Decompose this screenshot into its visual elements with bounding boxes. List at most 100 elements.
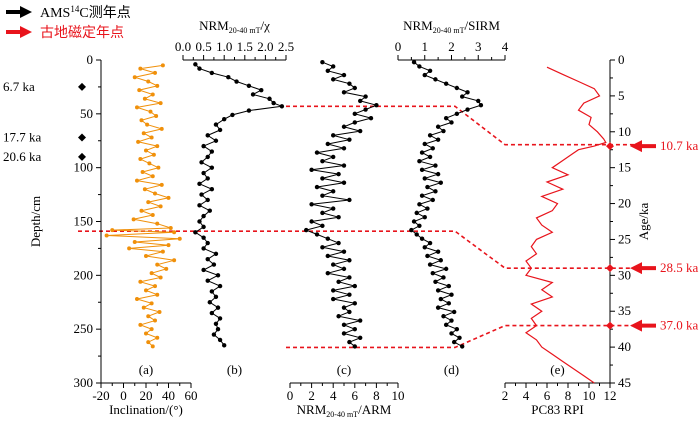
panel-d-data-point xyxy=(443,266,449,272)
panel-c-data-point xyxy=(336,171,341,177)
panel-c-data-point xyxy=(325,236,330,241)
panel-d-data-point xyxy=(430,146,435,151)
panel-b-data-point xyxy=(201,235,206,240)
tie-line xyxy=(286,105,640,146)
panel-b-tick-label: 0.0 xyxy=(175,39,191,54)
panel-d-data-point xyxy=(427,68,433,73)
panel-c-tick-label: 6 xyxy=(352,388,359,403)
panel-c-data-point xyxy=(341,305,347,310)
panel-c-data-point xyxy=(341,124,347,129)
depth-tick-label: 50 xyxy=(80,106,93,121)
panel-d-data-point xyxy=(419,167,425,173)
panel-d-tick-label: 0 xyxy=(395,39,402,54)
panel-b-axis-label: NRM20-40 mT/χ xyxy=(199,18,270,35)
panel-c-data-point xyxy=(352,85,357,91)
panel-d-tick-label: 3 xyxy=(475,39,482,54)
panel-b-data-point xyxy=(193,62,198,67)
panel-c-label: (c) xyxy=(337,362,351,377)
panel-d-data-point xyxy=(422,245,427,250)
panel-d-data-point xyxy=(476,98,481,104)
panel-c-data-point xyxy=(352,111,357,117)
depth-tick-label: 0 xyxy=(87,52,94,67)
panel-b-data-point xyxy=(205,133,210,138)
pmag-point-label: 10.7 ka xyxy=(660,138,699,153)
panel-c-data-point xyxy=(325,141,330,147)
panel-a-data-point xyxy=(141,305,146,310)
panel-b-data-point xyxy=(207,300,212,305)
age-tick-label: 35 xyxy=(618,303,631,318)
panel-d-data-point xyxy=(435,137,441,142)
panel-a-data-point xyxy=(149,135,154,140)
panel-c-axis-label: NRM20-40 mT/ARM xyxy=(297,402,392,419)
tie-line xyxy=(78,230,640,269)
panel-e-series-line xyxy=(524,66,607,384)
panel-a-data-point xyxy=(138,322,143,327)
panel-c-data-point xyxy=(331,262,336,267)
panel-d-label: (d) xyxy=(444,362,459,377)
panel-a-data-point xyxy=(151,152,156,157)
panel-b-data-point xyxy=(199,192,204,197)
age-tick-label: 5 xyxy=(618,88,625,103)
panel-c-data-point xyxy=(341,180,347,185)
panel-a-data-point xyxy=(146,314,151,319)
panel-c-data-point xyxy=(347,309,352,315)
panel-d-data-point xyxy=(411,59,417,65)
legend-pmag-label: 古地磁定年点 xyxy=(40,25,124,41)
panel-b-data-point xyxy=(205,176,210,181)
panel-a-data-point xyxy=(160,63,165,68)
panel-b-data-point xyxy=(209,310,215,316)
panel-e-tick-label: 4 xyxy=(523,388,530,403)
panel-a-data-point xyxy=(158,204,163,209)
panel-d-data-point xyxy=(454,85,460,91)
panel-b-tick-label: 1.5 xyxy=(237,39,253,54)
panel-c-tick-label: 4 xyxy=(330,388,337,403)
panel-c-series-line xyxy=(304,61,378,347)
panel-a-tick-label: 60 xyxy=(185,388,198,403)
panel-a-data-point xyxy=(142,187,147,192)
panel-c-data-point xyxy=(352,326,357,332)
panel-d-data-point xyxy=(446,301,452,306)
age-tick-label: 20 xyxy=(618,196,631,211)
panel-b-tick-label: 2.0 xyxy=(257,39,273,54)
panel-c-data-point xyxy=(336,240,341,246)
panel-d-data-point xyxy=(422,72,427,78)
panel-b-data-point xyxy=(250,92,256,97)
panel-c-data-point xyxy=(314,184,320,190)
pmag-arrow-icon xyxy=(630,319,656,332)
panel-d-data-point xyxy=(414,232,419,237)
panel-d-data-point xyxy=(438,296,443,302)
panel-a-data-point xyxy=(132,75,137,80)
age-axis-label: Age/ka xyxy=(636,203,651,241)
panel-c-data-point xyxy=(347,292,352,297)
panel-b-tick-label: 2.5 xyxy=(278,39,294,54)
panel-b-data-point xyxy=(209,70,215,76)
panel-e-tick-label: 12 xyxy=(604,388,617,403)
age-tick-label: 15 xyxy=(618,160,631,175)
panel-b-data-point xyxy=(209,289,215,294)
panel-d-tick-label: 1 xyxy=(422,39,429,54)
panel-d-data-point xyxy=(427,133,433,138)
panel-c-data-point xyxy=(325,68,330,73)
panel-c-data-point xyxy=(358,318,363,323)
panel-a-data-point xyxy=(150,344,155,349)
panel-c-data-point xyxy=(331,154,336,160)
panel-b-data-point xyxy=(201,224,206,230)
panel-a-data-point xyxy=(150,92,155,97)
panel-b-data-point xyxy=(213,122,219,127)
panel-d-data-point xyxy=(427,240,433,246)
panel-c-data-point xyxy=(331,77,336,82)
panel-c-data-point xyxy=(325,270,330,276)
panel-d-data-point xyxy=(438,258,443,263)
panel-a-data-point xyxy=(154,113,159,118)
panel-a-data-point xyxy=(131,217,136,222)
panel-b-data-point xyxy=(205,240,210,246)
panel-d-data-point xyxy=(438,180,443,185)
panel-a-data-point xyxy=(155,335,160,340)
panel-b-data-point xyxy=(226,75,231,80)
panel-c-data-point xyxy=(341,322,347,328)
panel-c-data-point xyxy=(347,339,352,345)
panel-d-axis-label: NRM20-40 mT/SIRM xyxy=(403,18,500,35)
panel-a-data-point xyxy=(155,262,160,267)
panel-b-data-point xyxy=(217,316,223,321)
panel-c-data-point xyxy=(336,279,341,284)
